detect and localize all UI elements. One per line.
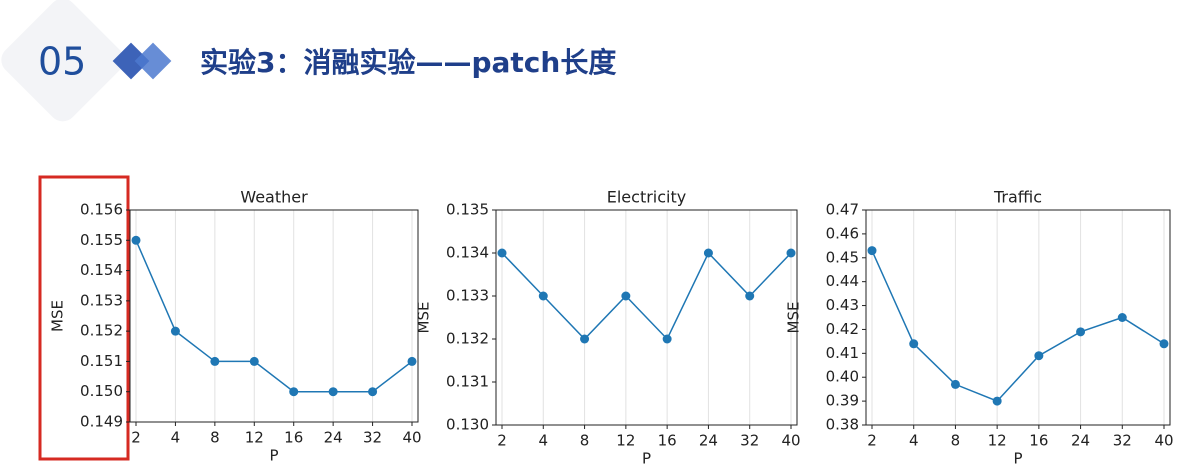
x-tick-label: 8 — [951, 432, 961, 450]
x-axis-label: P — [642, 450, 651, 468]
y-tick-label: 0.152 — [80, 322, 123, 340]
chart-title: Electricity — [607, 188, 686, 207]
chart-title: Weather — [240, 188, 308, 207]
series-line — [871, 250, 1165, 402]
series-line — [501, 251, 792, 341]
data-point — [1117, 313, 1127, 322]
y-tick-label: 0.43 — [826, 296, 859, 314]
y-tick-label: 0.133 — [446, 287, 489, 305]
data-point — [1034, 351, 1044, 361]
y-tick-label: 0.44 — [826, 272, 859, 290]
y-tick-label: 0.39 — [826, 392, 859, 410]
slide-title: 实验3：消融实验——patch长度 — [200, 46, 616, 79]
data-point — [170, 326, 180, 336]
x-tick-label: 12 — [245, 429, 264, 447]
y-tick-label: 0.150 — [80, 382, 123, 400]
x-tick-label: 8 — [210, 429, 220, 447]
y-tick-label: 0.47 — [826, 201, 859, 219]
series-line — [135, 239, 413, 393]
data-point — [1159, 339, 1169, 349]
data-point — [538, 291, 548, 301]
x-tick-label: 2 — [497, 432, 507, 450]
x-tick-label: 24 — [699, 432, 718, 450]
plot-frame — [495, 209, 798, 426]
x-axis-label: P — [1013, 450, 1022, 468]
y-tick-label: 0.131 — [446, 373, 489, 391]
highlight-box — [38, 175, 130, 461]
data-point — [210, 356, 220, 366]
data-point — [662, 334, 672, 344]
y-tick-label: 0.45 — [826, 248, 859, 266]
y-axis-label: MSE — [415, 302, 433, 334]
x-tick-label: 4 — [909, 432, 919, 450]
x-tick-label: 40 — [781, 432, 800, 450]
data-point — [950, 379, 960, 389]
data-point — [368, 387, 378, 397]
y-tick-label: 0.154 — [80, 261, 123, 279]
y-axis-label: MSE — [49, 300, 67, 332]
y-axis-label: MSE — [785, 302, 803, 334]
x-tick-label: 8 — [580, 432, 590, 450]
x-tick-label: 2 — [867, 432, 877, 450]
y-tick-label: 0.40 — [826, 368, 859, 386]
data-point — [131, 235, 141, 245]
plot-frame — [129, 209, 419, 423]
x-tick-label: 32 — [1113, 432, 1132, 450]
data-point — [703, 248, 713, 258]
data-point — [1076, 327, 1086, 337]
x-tick-label: 16 — [1029, 432, 1048, 450]
y-tick-label: 0.156 — [80, 201, 123, 219]
x-tick-label: 2 — [131, 429, 141, 447]
x-tick-label: 12 — [616, 432, 635, 450]
diamond — [134, 42, 172, 80]
x-tick-label: 4 — [171, 429, 181, 447]
chart-title: Traffic — [993, 188, 1042, 207]
x-tick-label: 4 — [539, 432, 549, 450]
section-number: 05 — [38, 40, 86, 84]
y-tick-label: 0.46 — [826, 224, 859, 242]
data-point — [992, 396, 1002, 406]
y-tick-label: 0.134 — [446, 244, 489, 262]
x-tick-label: 16 — [658, 432, 677, 450]
x-tick-label: 24 — [1071, 432, 1090, 450]
y-tick-label: 0.135 — [446, 201, 489, 219]
data-point — [328, 387, 338, 397]
y-tick-label: 0.151 — [80, 352, 123, 370]
x-tick-label: 32 — [740, 432, 759, 450]
x-tick-label: 12 — [988, 432, 1007, 450]
y-tick-label: 0.42 — [826, 320, 859, 338]
x-tick-label: 32 — [363, 429, 382, 447]
y-tick-label: 0.38 — [826, 416, 859, 434]
x-tick-label: 40 — [1154, 432, 1173, 450]
plot-frame — [865, 209, 1171, 426]
y-tick-label: 0.155 — [80, 231, 123, 249]
data-point — [407, 356, 417, 366]
data-point — [249, 356, 259, 366]
y-tick-label: 0.130 — [446, 416, 489, 434]
y-tick-label: 0.41 — [826, 344, 859, 362]
x-tick-label: 24 — [324, 429, 343, 447]
y-tick-label: 0.153 — [80, 291, 123, 309]
badge-bg — [1, 0, 125, 122]
diamond — [112, 42, 150, 80]
data-point — [621, 291, 631, 301]
x-tick-label: 16 — [284, 429, 303, 447]
x-tick-label: 40 — [402, 429, 421, 447]
data-point — [580, 334, 590, 344]
x-axis-label: P — [269, 447, 278, 465]
data-point — [745, 291, 755, 301]
y-tick-label: 0.132 — [446, 330, 489, 348]
data-point — [786, 248, 796, 258]
data-point — [909, 339, 919, 349]
data-point — [867, 246, 877, 256]
y-tick-label: 0.149 — [80, 413, 123, 431]
data-point — [289, 387, 299, 397]
data-point — [497, 248, 507, 258]
